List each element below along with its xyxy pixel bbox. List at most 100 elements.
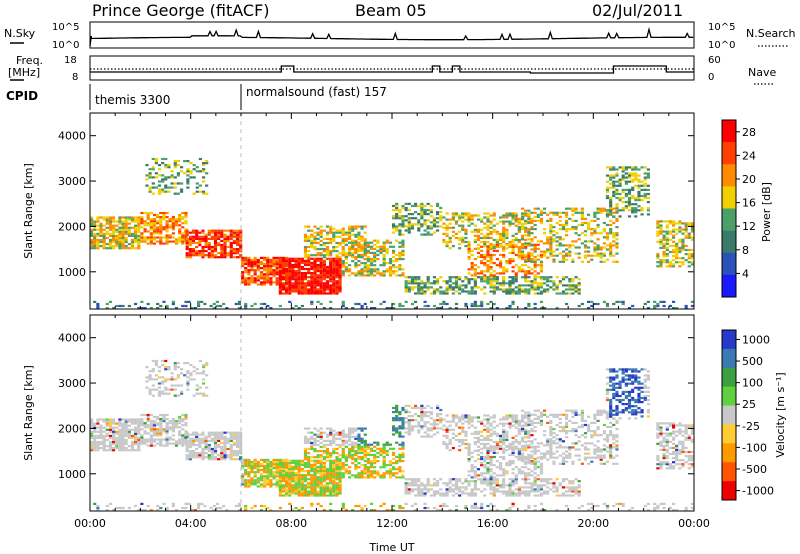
power-cell bbox=[288, 280, 292, 283]
power-cell bbox=[297, 276, 301, 279]
power-cell bbox=[256, 267, 260, 270]
power-cell bbox=[99, 240, 103, 244]
power-cell bbox=[325, 267, 330, 271]
velocity-cell bbox=[398, 460, 402, 463]
power-cell bbox=[533, 260, 537, 263]
power-cell bbox=[247, 265, 251, 268]
power-cell bbox=[546, 256, 550, 259]
power-cell bbox=[392, 264, 396, 267]
power-cell bbox=[176, 182, 180, 185]
power-cell bbox=[121, 304, 125, 308]
velocity-cell bbox=[360, 476, 364, 479]
velocity-cell bbox=[205, 374, 209, 377]
power-cell bbox=[656, 261, 660, 264]
nsearch-label: N.Search bbox=[746, 27, 796, 40]
velocity-cell bbox=[313, 488, 317, 491]
power-cell bbox=[338, 263, 342, 267]
velocity-cell bbox=[93, 442, 97, 446]
power-cell bbox=[511, 282, 515, 285]
velocity-cell bbox=[382, 464, 386, 467]
power-cell bbox=[675, 255, 679, 258]
velocity-cell bbox=[165, 424, 169, 427]
power-cell bbox=[300, 304, 304, 308]
power-cell bbox=[640, 207, 644, 210]
velocity-cell bbox=[181, 442, 185, 445]
power-cell bbox=[278, 304, 282, 308]
velocity-cell bbox=[288, 469, 292, 473]
velocity-cell bbox=[281, 467, 286, 471]
power-cell bbox=[451, 216, 455, 219]
power-cell bbox=[127, 216, 131, 219]
power-cell bbox=[310, 290, 314, 293]
velocity-cell bbox=[332, 437, 336, 440]
power-cell bbox=[505, 216, 509, 219]
power-cell bbox=[105, 236, 109, 240]
power-cell bbox=[335, 263, 339, 267]
velocity-cell bbox=[373, 455, 377, 459]
cpid-panel: CPID themis 3300 normalsound (fast) 157 bbox=[6, 84, 387, 110]
power-cell bbox=[543, 228, 547, 231]
velocity-cell bbox=[354, 441, 358, 444]
power-cell bbox=[220, 245, 224, 249]
power-cell bbox=[300, 290, 304, 293]
power-cell bbox=[297, 259, 301, 262]
power-cell bbox=[263, 277, 267, 280]
power-cell bbox=[124, 226, 128, 229]
velocity-cell bbox=[176, 374, 180, 377]
velocity-cell bbox=[188, 437, 192, 440]
power-cell bbox=[473, 247, 477, 250]
power-cell bbox=[524, 253, 528, 257]
velocity-cell bbox=[247, 471, 251, 474]
velocity-cell bbox=[198, 456, 202, 459]
velocity-cell bbox=[148, 374, 152, 377]
power-cell bbox=[429, 225, 433, 228]
power-cell bbox=[483, 243, 487, 246]
velocity-cell bbox=[307, 482, 311, 485]
power-cell bbox=[505, 282, 509, 285]
power-cell bbox=[675, 261, 679, 264]
velocity-cell bbox=[223, 435, 227, 438]
power-cell bbox=[407, 217, 411, 220]
power-cell bbox=[156, 302, 160, 306]
power-cell bbox=[357, 225, 361, 228]
power-cell bbox=[338, 265, 342, 269]
power-cell bbox=[215, 300, 219, 303]
power-cell bbox=[237, 307, 242, 310]
velocity-cell bbox=[357, 466, 361, 469]
velocity-cell bbox=[236, 450, 240, 453]
velocity-cell bbox=[173, 368, 177, 371]
power-cell bbox=[577, 234, 581, 237]
velocity-cell bbox=[146, 426, 150, 429]
power-cell bbox=[329, 267, 333, 271]
velocity-cell bbox=[313, 472, 317, 475]
velocity-cell bbox=[395, 406, 399, 410]
power-cell bbox=[499, 236, 503, 240]
power-cell bbox=[476, 238, 481, 242]
velocity-cell bbox=[195, 433, 199, 436]
power-cell bbox=[414, 204, 418, 208]
velocity-cell bbox=[338, 486, 342, 489]
power-cell bbox=[171, 222, 175, 225]
power-cell bbox=[272, 262, 276, 266]
power-cell bbox=[684, 226, 688, 229]
power-cell bbox=[672, 244, 676, 247]
velocity-cell bbox=[140, 440, 144, 443]
power-cell bbox=[684, 222, 688, 225]
power-cell bbox=[313, 235, 317, 238]
velocity-cell bbox=[313, 486, 317, 489]
power-cell bbox=[236, 250, 240, 253]
power-cell bbox=[470, 218, 474, 221]
power-cell bbox=[360, 274, 364, 277]
velocity-cell bbox=[115, 440, 119, 444]
power-cell bbox=[539, 264, 544, 267]
power-cell bbox=[121, 243, 125, 246]
power-cell bbox=[329, 252, 333, 255]
velocity-cell bbox=[335, 463, 339, 466]
velocity-cell bbox=[115, 447, 119, 450]
power-cell bbox=[127, 304, 131, 308]
power-cell bbox=[164, 166, 168, 169]
power-cell bbox=[281, 263, 286, 267]
velocity-cell bbox=[332, 463, 336, 466]
power-cell bbox=[108, 226, 113, 229]
power-cell bbox=[90, 222, 94, 225]
